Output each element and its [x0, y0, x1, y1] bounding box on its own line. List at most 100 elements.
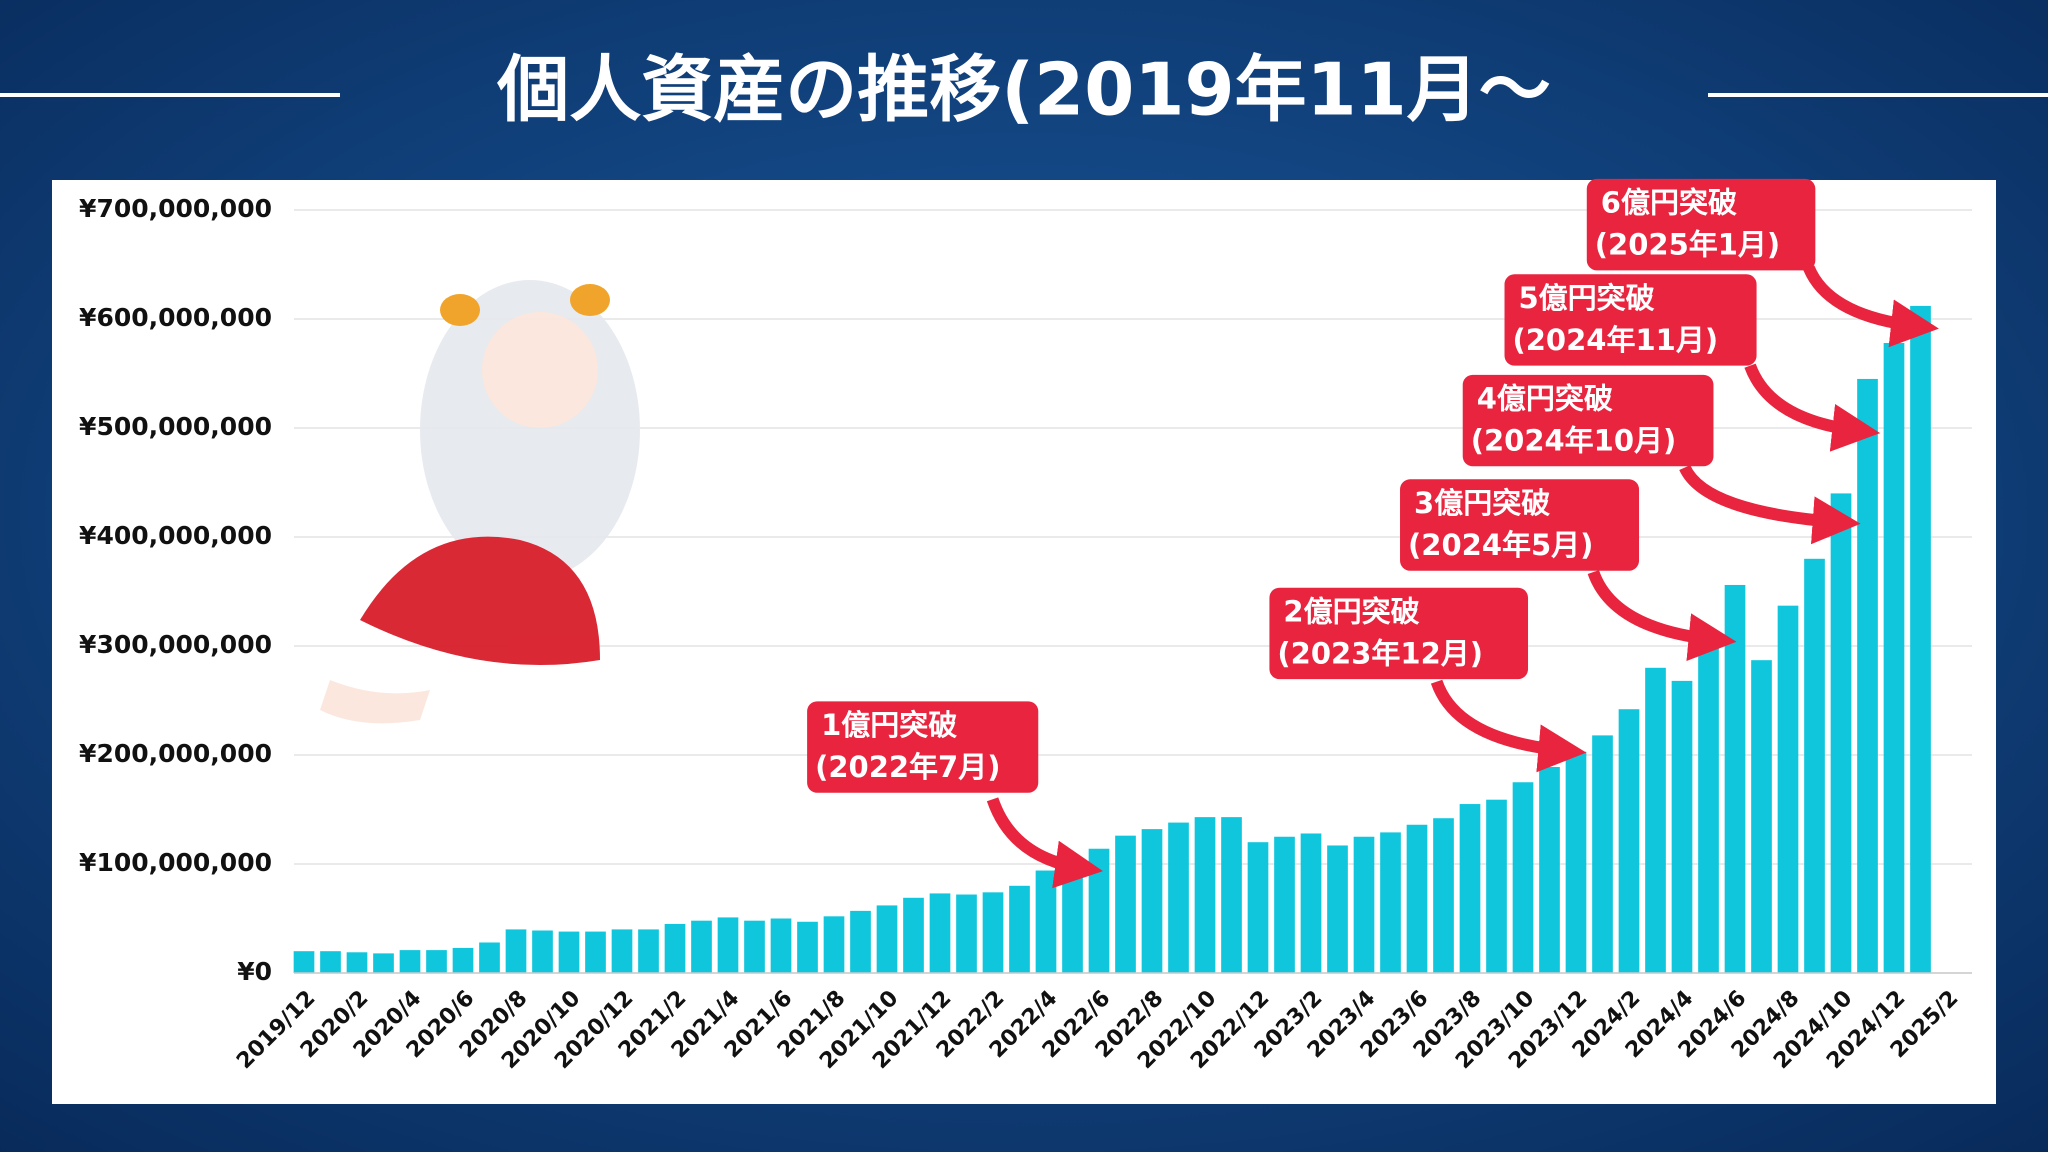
bar [611, 929, 633, 973]
annotation-text: 1億円突破 [821, 708, 957, 742]
ornament [440, 294, 480, 326]
annotation-text: 4億円突破 [1477, 381, 1613, 415]
annotation-text: 2億円突破 [1283, 594, 1419, 628]
annotation: 5億円突破 (2024年11月) [1504, 274, 1881, 452]
bar [1115, 835, 1136, 973]
bar [558, 931, 580, 973]
bar [1247, 842, 1269, 973]
bar [638, 929, 659, 973]
bar [1194, 817, 1216, 973]
annotation: 6億円突破 (2025年1月) [1586, 178, 1939, 348]
bar [1300, 833, 1322, 973]
annotation-arrow [986, 797, 1103, 889]
chart-title: 個人資産の推移(2019年11月〜 [496, 48, 1551, 132]
annotation: 4億円突破 (2024年10月) [1462, 374, 1861, 545]
bar [850, 910, 871, 973]
bar [1327, 845, 1348, 973]
annotation-box [1269, 587, 1529, 680]
annotation-date: (2022年7月) [815, 750, 1000, 784]
bar [1459, 804, 1481, 973]
bar [1035, 870, 1057, 973]
annotation-box [1462, 374, 1714, 467]
bar [1857, 378, 1878, 973]
annotation: 3億円突破 (2024年5月) [1400, 479, 1737, 662]
annotation-arrow [1587, 569, 1737, 662]
bar [1141, 829, 1163, 973]
bar [452, 947, 474, 973]
bar [1380, 832, 1401, 973]
bar [1539, 766, 1560, 973]
annotation-arrow [1430, 679, 1587, 773]
bar [903, 897, 924, 973]
bar [1804, 558, 1825, 973]
bar [823, 916, 845, 973]
bar [929, 893, 951, 973]
bar [1592, 735, 1613, 973]
annotation-box [1586, 178, 1816, 271]
bar [1618, 709, 1640, 973]
y-tick-label: ¥700,000,000 [79, 194, 272, 223]
bar [1406, 824, 1428, 973]
skirt [360, 536, 600, 665]
annotation-box [807, 701, 1039, 793]
bar [1062, 861, 1083, 973]
bar [1645, 667, 1666, 973]
annotation: 2億円突破 (2023年12月) [1269, 587, 1587, 773]
face [482, 312, 598, 428]
bar [717, 917, 739, 973]
bar [1009, 885, 1030, 973]
y-tick-label: ¥600,000,000 [79, 303, 272, 332]
annotation-box [1400, 479, 1640, 571]
bar [956, 894, 977, 973]
bar [1088, 848, 1110, 973]
annotation: 1億円突破 (2022年7月) [807, 701, 1103, 889]
annotation-date: (2024年11月) [1513, 323, 1719, 357]
bar [744, 920, 765, 973]
bar [1274, 836, 1295, 973]
annotation-date: (2024年10月) [1471, 423, 1677, 457]
bar [1353, 836, 1375, 973]
bar [1486, 799, 1507, 973]
bar [876, 905, 898, 973]
bar [1168, 822, 1189, 973]
y-tick-label: ¥200,000,000 [79, 739, 272, 768]
y-tick-label: ¥100,000,000 [79, 848, 272, 877]
bar [1883, 342, 1905, 974]
bar [1512, 782, 1534, 973]
character-illustration [320, 280, 640, 724]
y-tick-label: ¥300,000,000 [79, 630, 272, 659]
bar [1698, 642, 1719, 973]
ornament [570, 284, 610, 316]
bar [293, 951, 315, 973]
bar [585, 931, 606, 973]
bar [479, 942, 500, 973]
bar [797, 921, 818, 973]
y-tick-label: ¥500,000,000 [79, 412, 272, 441]
annotation-text: 5億円突破 [1519, 281, 1655, 315]
bar [399, 950, 421, 973]
annotation-date: (2023年12月) [1277, 636, 1483, 670]
annotation-text: 3億円突破 [1414, 486, 1550, 520]
bar [346, 952, 368, 973]
annotation-date: (2025年1月) [1595, 228, 1780, 262]
bar [1910, 305, 1931, 973]
bar [373, 953, 394, 973]
plot: ¥0 ¥100,000,000 ¥200,000,000 ¥300,000,000 ¥4… [79, 194, 1972, 1074]
bar [770, 918, 792, 973]
bar [1724, 584, 1746, 973]
annotation-arrow [1744, 363, 1881, 452]
bar [1221, 817, 1242, 973]
bar [1565, 751, 1587, 973]
bar [664, 923, 686, 973]
leg [320, 680, 430, 724]
bar [1671, 680, 1693, 973]
y-tick-label: ¥0 [237, 957, 272, 986]
bar [505, 929, 527, 973]
y-tick-label: ¥400,000,000 [79, 521, 272, 550]
bar [691, 920, 712, 973]
bar [1777, 605, 1799, 973]
annotations: 1億円突破 (2022年7月) 2億円突破 (2023年12月) 3億円突破 (2024年… [807, 178, 1939, 889]
bar [532, 930, 553, 973]
